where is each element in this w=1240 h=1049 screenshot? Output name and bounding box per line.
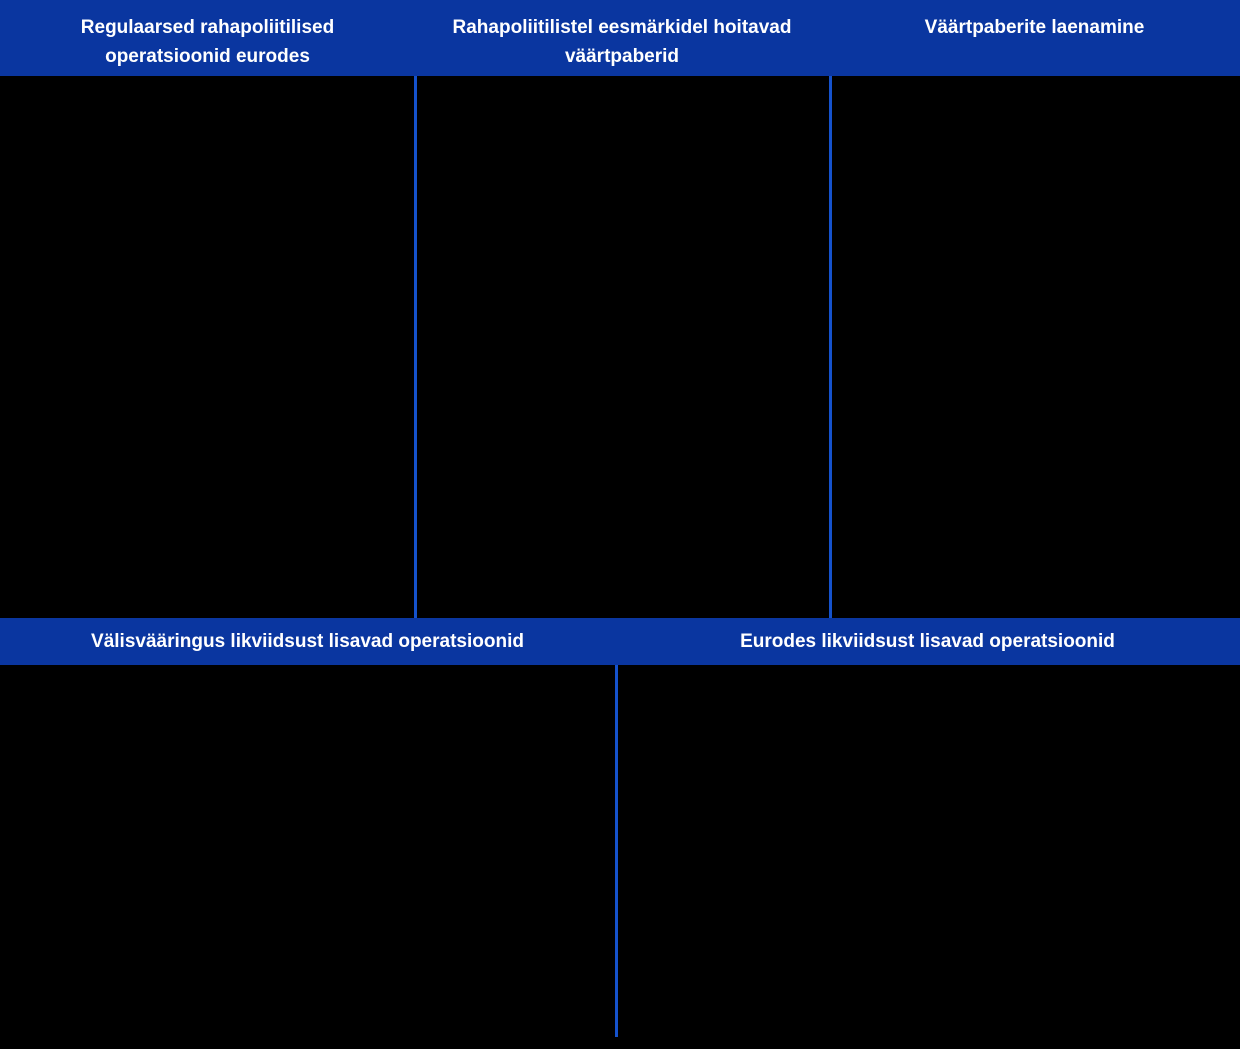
panel-foreign-currency-liquidity-operations bbox=[0, 665, 615, 1037]
middle-header-bar: Välisvääringus likviidsust lisavad opera… bbox=[0, 618, 1240, 665]
header-line: Regulaarsed rahapoliitilised bbox=[80, 17, 335, 38]
header-line: Väärtpaberite laenamine bbox=[924, 17, 1145, 38]
header-line: operatsioonid eurodes bbox=[105, 46, 310, 67]
header-securities-lending: Väärtpaberite laenamine bbox=[829, 0, 1240, 76]
header-securities-monetary-purposes: Rahapoliitilistel eesmärkidel hoitavad v… bbox=[415, 0, 829, 76]
header-line: Rahapoliitilistel eesmärkidel hoitavad bbox=[452, 17, 792, 38]
panel-securities-lending bbox=[832, 76, 1240, 618]
top-header-bar: Regulaarsed rahapoliitilised operatsioon… bbox=[0, 0, 1240, 76]
vertical-divider bbox=[615, 665, 618, 1037]
header-foreign-currency-liquidity-operations: Välisvääringus likviidsust lisavad opera… bbox=[0, 618, 615, 665]
header-regular-monetary-operations: Regulaarsed rahapoliitilised operatsioon… bbox=[0, 0, 415, 76]
panel-euro-liquidity-operations bbox=[618, 665, 1240, 1037]
panel-securities-monetary-purposes bbox=[417, 76, 829, 618]
vertical-divider bbox=[414, 76, 417, 618]
vertical-divider bbox=[829, 76, 832, 618]
header-line: väärtpaberid bbox=[564, 46, 680, 67]
header-line: Välisvääringus likviidsust lisavad opera… bbox=[91, 630, 524, 652]
header-line: Eurodes likviidsust lisavad operatsiooni… bbox=[740, 630, 1115, 652]
header-euro-liquidity-operations: Eurodes likviidsust lisavad operatsiooni… bbox=[615, 618, 1240, 665]
panel-regular-monetary-operations bbox=[0, 76, 414, 618]
bottom-margin bbox=[0, 1037, 1240, 1049]
